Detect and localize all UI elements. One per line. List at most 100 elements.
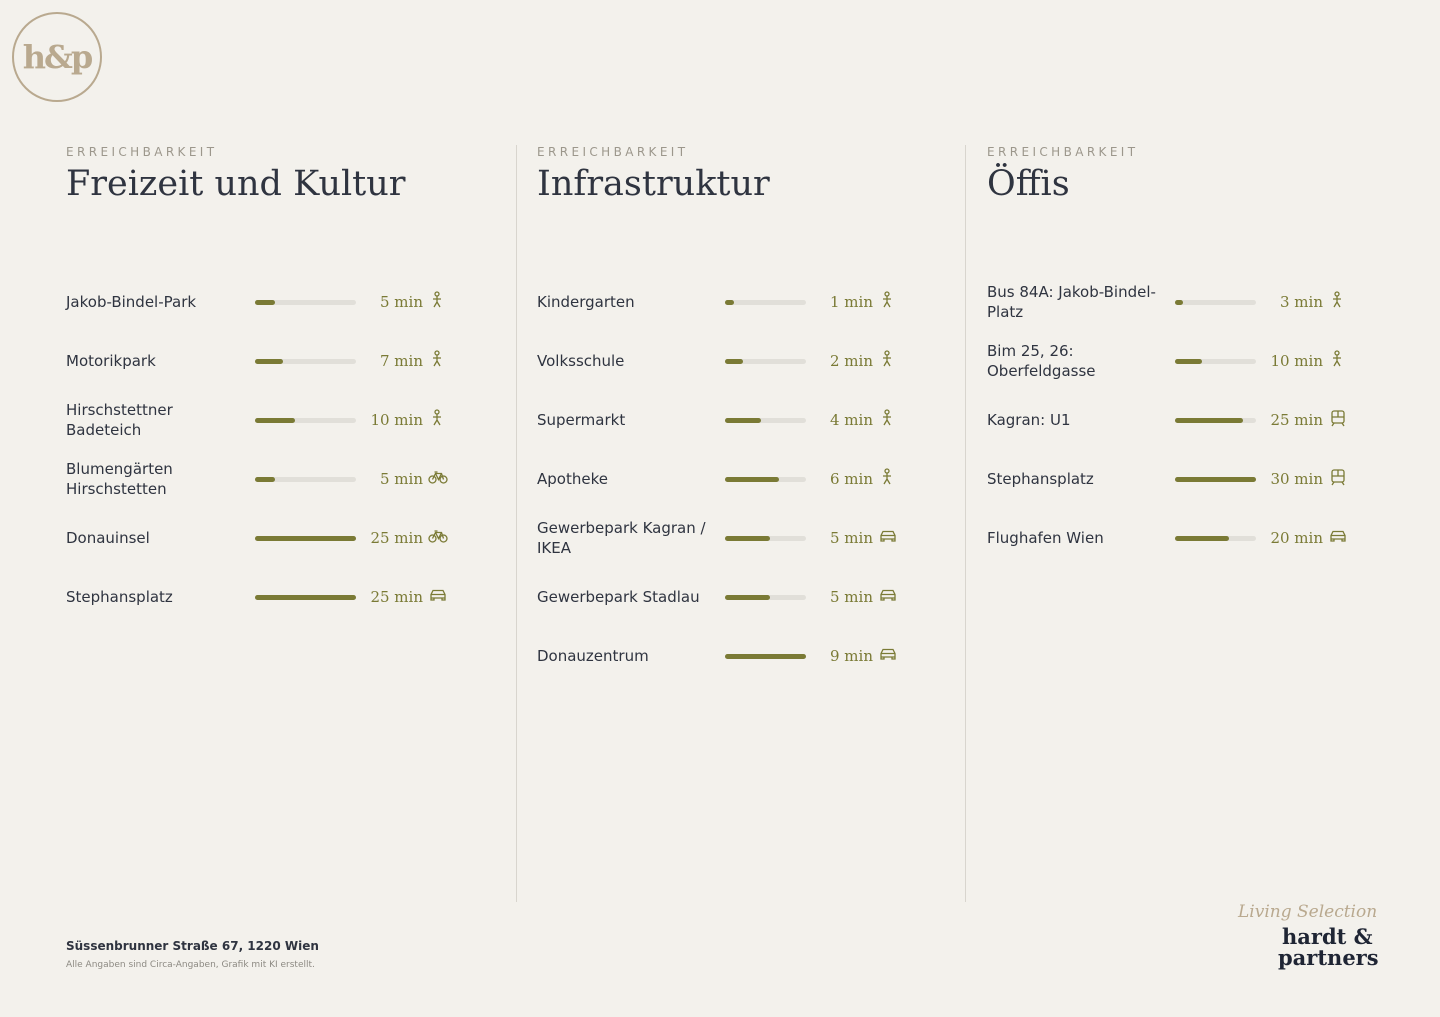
bar-track: [255, 595, 356, 600]
footnote: Alle Angaben sind Circa-Angaben, Grafik …: [66, 960, 315, 970]
destination: Bus 84A: Jakob-Bindel-Platz: [987, 283, 1156, 321]
mode-icon-car: [1328, 527, 1348, 549]
mode-icon-train: [1328, 409, 1348, 431]
bar-track: [1175, 418, 1256, 423]
bar: [725, 654, 806, 659]
eyebrow: ERREICHBARKEIT: [987, 145, 1139, 159]
destination: Jakob-Bindel-Park: [66, 293, 197, 311]
bar-track: [1175, 359, 1256, 364]
section-title: Öffis: [987, 164, 1070, 204]
eyebrow: ERREICHBARKEIT: [66, 145, 218, 159]
travel-time: 10 min: [370, 411, 423, 429]
destination: Flughafen Wien: [987, 529, 1104, 547]
bar-track: [725, 595, 806, 600]
mode-icon-car: [428, 586, 448, 608]
mode-icon-walk: [878, 350, 898, 372]
bar-track: [255, 418, 356, 423]
travel-time: 25 min: [1270, 411, 1323, 429]
address: Süssenbrunner Straße 67, 1220 Wien: [66, 939, 319, 953]
destination: Supermarkt: [537, 411, 626, 429]
bar-track: [725, 359, 806, 364]
travel-time: 6 min: [830, 470, 873, 488]
icon: [433, 409, 441, 426]
mode-icon-walk: [878, 468, 898, 490]
logo: h&p: [12, 12, 102, 102]
travel-time: 1 min: [830, 293, 873, 311]
travel-time: 10 min: [1270, 352, 1323, 370]
destination: Blumengärten Hirschstetten: [66, 460, 173, 498]
icon: [1333, 291, 1341, 308]
travel-time: 25 min: [370, 529, 423, 547]
icon: [433, 350, 441, 367]
bar: [725, 477, 779, 482]
travel-time: 25 min: [370, 588, 423, 606]
travel-time: 9 min: [830, 647, 873, 665]
destination: Stephansplatz: [987, 470, 1094, 488]
destination: Bim 25, 26: Oberfeldgasse: [987, 342, 1096, 380]
brand-name: partners: [1278, 945, 1379, 970]
bar-track: [725, 536, 806, 541]
icon: [1330, 530, 1346, 542]
travel-time: 5 min: [830, 529, 873, 547]
mode-icon-car: [878, 645, 898, 667]
icon: [880, 648, 896, 660]
bar: [255, 418, 296, 423]
mode-icon-walk: [428, 350, 448, 372]
mode-icon-walk: [428, 409, 448, 431]
travel-time: 4 min: [830, 411, 873, 429]
icon: [880, 589, 896, 601]
travel-time: 20 min: [1270, 529, 1323, 547]
travel-time: 7 min: [380, 352, 423, 370]
mode-icon-walk: [878, 291, 898, 313]
mode-icon-walk: [428, 291, 448, 313]
icon: [880, 530, 896, 542]
section-title: Infrastruktur: [537, 164, 770, 204]
travel-time: 30 min: [1270, 470, 1323, 488]
icon: [1333, 350, 1341, 367]
mode-icon-car: [878, 586, 898, 608]
destination: Stephansplatz: [66, 588, 173, 606]
bar: [255, 595, 356, 600]
eyebrow: ERREICHBARKEIT: [537, 145, 689, 159]
bar: [255, 477, 276, 482]
bar: [1175, 300, 1184, 305]
bar-track: [255, 536, 356, 541]
mode-icon-walk: [1328, 350, 1348, 372]
icon: [883, 350, 891, 367]
destination: Donauzentrum: [537, 647, 649, 665]
bar-track: [725, 654, 806, 659]
destination: Gewerbepark Kagran / IKEA: [537, 519, 706, 557]
mode-icon-bike: [428, 527, 448, 549]
bar-track: [255, 477, 356, 482]
travel-time: 2 min: [830, 352, 873, 370]
bar: [725, 300, 734, 305]
travel-time: 5 min: [380, 293, 423, 311]
section-title: Freizeit und Kultur: [66, 164, 406, 204]
bar-track: [1175, 477, 1256, 482]
bar: [255, 359, 284, 364]
destination: Gewerbepark Stadlau: [537, 588, 700, 606]
brand-name: hardt &: [1282, 924, 1373, 949]
travel-time: 5 min: [380, 470, 423, 488]
mode-icon-walk: [1328, 291, 1348, 313]
icon: [883, 468, 891, 485]
bar-track: [725, 418, 806, 423]
icon: [428, 530, 448, 543]
bar: [1175, 359, 1202, 364]
destination: Apotheke: [537, 470, 608, 488]
bar: [1175, 418, 1243, 423]
bar-track: [725, 477, 806, 482]
destination: Kagran: U1: [987, 411, 1071, 429]
divider: [516, 145, 517, 902]
bar: [725, 536, 770, 541]
travel-time: 3 min: [1280, 293, 1323, 311]
mode-icon-bike: [428, 468, 448, 490]
brand-tagline: Living Selection: [1238, 902, 1378, 922]
bar-track: [1175, 536, 1256, 541]
travel-time: 5 min: [830, 588, 873, 606]
bar-track: [255, 359, 356, 364]
bar: [725, 418, 761, 423]
icon: [1331, 410, 1345, 427]
bar-track: [1175, 300, 1256, 305]
